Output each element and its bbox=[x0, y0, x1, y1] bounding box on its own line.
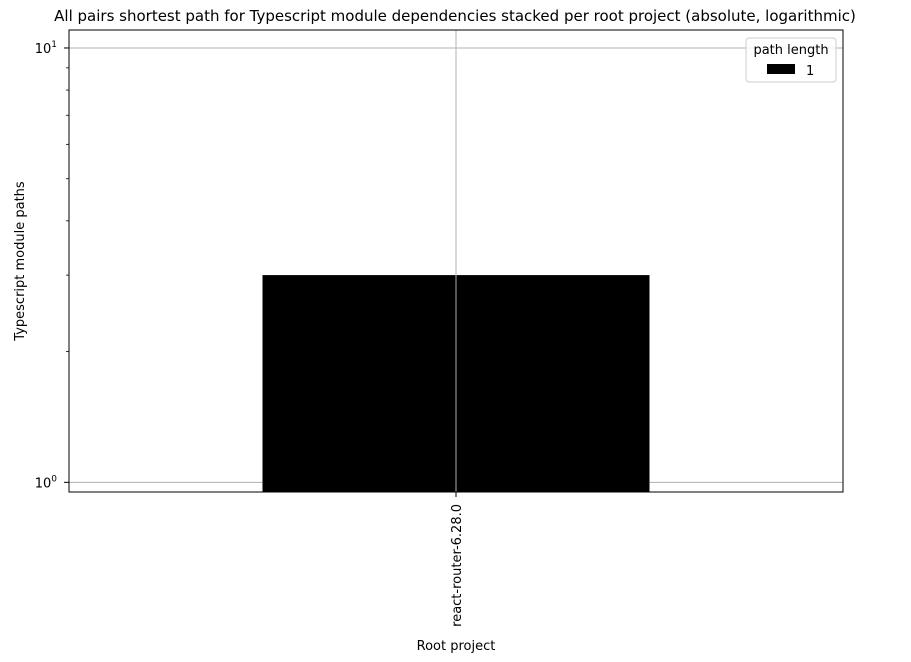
legend-swatch bbox=[767, 64, 795, 74]
x-axis-label: Root project bbox=[417, 639, 496, 654]
legend-title: path length bbox=[753, 43, 828, 58]
x-axis-ticks: react-router-6.28.0 bbox=[450, 492, 465, 627]
chart-title: All pairs shortest path for Typescript m… bbox=[54, 7, 856, 25]
x-tick-label: react-router-6.28.0 bbox=[450, 504, 465, 627]
y-tick-label: 100 bbox=[35, 474, 58, 491]
legend: path length 1 bbox=[745, 37, 837, 83]
legend-entry-label: 1 bbox=[806, 64, 814, 79]
y-tick-label: 101 bbox=[35, 40, 57, 57]
y-axis-label: Typescript module paths bbox=[13, 181, 28, 342]
y-axis-ticks: 100 101 bbox=[35, 40, 69, 491]
